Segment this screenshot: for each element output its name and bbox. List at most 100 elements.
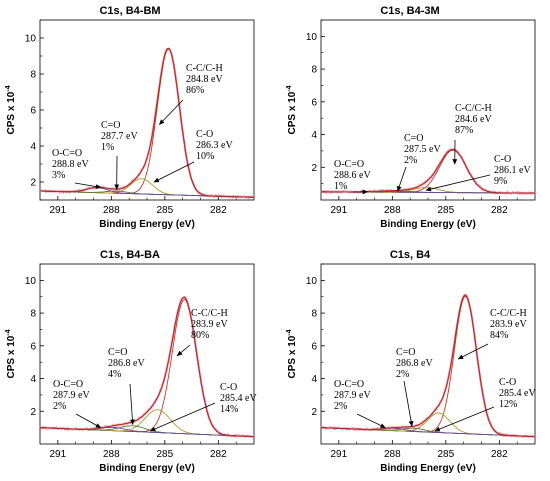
peak-energy: 286.3 eV (196, 140, 233, 151)
chart-panel-1: C1s, B4-BM 2 4 6 8 10 291 288 285 282 Binding Ener… (5, 5, 255, 230)
peak-energy: 285.4 eV (220, 393, 257, 404)
peak-name: C-O (494, 154, 511, 165)
envelope-line (39, 296, 254, 438)
peak-name: C=O (396, 347, 416, 358)
x-tick-label: 291 (330, 205, 347, 216)
annotation-arrow (149, 402, 216, 432)
peak-energy: 287.9 eV (53, 390, 90, 401)
y-axis-label-base: CPS x 10 (287, 335, 298, 378)
annotation-arrow (74, 182, 102, 189)
peak-percent: 12% (499, 399, 517, 410)
chart-panel-4: C1s, B4 2 4 6 8 10 291 288 285 282 Binding Energy … (286, 249, 536, 474)
peak-percent: 14% (220, 404, 238, 415)
y-tick-label: 8 (30, 70, 36, 81)
y-axis-label-exponent: -4 (286, 329, 293, 335)
x-tick-label: 291 (49, 449, 66, 460)
annotation-arrow (434, 406, 495, 432)
peak-energy: 286.8 eV (108, 358, 145, 369)
peak-energy: 283.9 eV (490, 319, 527, 330)
peak-name: C-C/C-H (186, 63, 223, 74)
x-axis-label: Binding Energy (eV) (380, 219, 476, 230)
y-axis-label-exponent: -4 (286, 85, 293, 91)
peak-energy: 286.8 eV (396, 358, 433, 369)
peak-energy: 287.7 eV (101, 131, 138, 142)
y-tick-label: 2 (30, 407, 36, 418)
peak-energy: 288.8 eV (52, 159, 89, 170)
peak-annotation: C=O 287.5 eV 2% (404, 133, 441, 166)
peak-energy: 286.1 eV (494, 165, 531, 176)
panel-title: C1s, B4-BM (99, 5, 160, 17)
y-axis-label-base: CPS x 10 (287, 91, 298, 134)
peak-annotation: O-C=O 288.8 eV 3% (52, 148, 89, 181)
peak-percent: 9% (494, 176, 507, 187)
y-tick-label: 10 (25, 34, 37, 45)
x-tick-label: 282 (210, 449, 227, 460)
peak-annotation: C-O 286.1 eV 9% (494, 154, 531, 187)
peak-energy: 287.5 eV (404, 144, 441, 155)
x-tick-label: 288 (384, 449, 401, 460)
chart-panel-2: C1s, B4-3M 2 4 6 8 10 291 288 285 282 Binding Ener… (286, 5, 536, 230)
y-tick-label: 4 (30, 142, 36, 153)
peak-percent: 10% (196, 151, 214, 162)
chart-panel-3: C1s, B4-BA 2 4 6 8 10 291 288 285 282 Binding Ener… (5, 249, 257, 474)
panel-title: C1s, B4 (390, 249, 431, 261)
peak-annotation: C-C/C-H 283.9 eV 80% (191, 308, 228, 341)
peak-percent: 4% (108, 369, 121, 380)
x-tick-label: 288 (384, 205, 401, 216)
x-tick-label: 285 (156, 449, 173, 460)
peak-annotation: O-C=O 287.9 eV 2% (53, 379, 90, 412)
peak-energy: 284.8 eV (186, 74, 223, 85)
y-axis-label-base: CPS x 10 (6, 335, 17, 378)
peak-annotation: O-C=O 288.6 eV 1% (334, 159, 371, 192)
peak-annotation: C-C/C-H 284.8 eV 86% (186, 63, 223, 96)
y-tick-label: 4 (311, 130, 317, 141)
y-tick-label: 6 (311, 97, 317, 108)
peak-name: C-C/C-H (490, 308, 527, 319)
x-tick-label: 282 (210, 205, 227, 216)
peak-percent: 87% (455, 125, 473, 136)
peak-energy: 283.9 eV (191, 319, 228, 330)
peak-energy: 288.6 eV (334, 170, 371, 181)
peak-percent: 86% (186, 85, 204, 96)
y-tick-label: 2 (30, 178, 36, 189)
peak-name: O-C=O (52, 148, 82, 159)
peak-energy: 287.9 eV (334, 390, 371, 401)
x-tick-label: 285 (437, 449, 454, 460)
annotation-arrow (75, 413, 102, 429)
peak-percent: 2% (404, 155, 417, 166)
annotation-arrow (153, 161, 195, 183)
x-axis-label: Binding Energy (eV) (99, 463, 195, 474)
peak-annotation: C-O 285.4 eV 12% (499, 377, 536, 410)
x-tick-label: 285 (156, 205, 173, 216)
peak-name: C-O (220, 382, 237, 393)
y-tick-label: 10 (306, 276, 318, 287)
annotation-arrow (176, 344, 191, 357)
x-tick-label: 291 (330, 449, 347, 460)
plot-frame (39, 263, 255, 445)
peak-percent: 84% (490, 330, 508, 341)
envelope-line (40, 47, 254, 198)
x-tick-label: 288 (103, 205, 120, 216)
peak-name: O-C=O (334, 159, 364, 170)
peak-name: C-O (499, 377, 516, 388)
peak-name: C=O (108, 347, 128, 358)
peak-annotation: C-O 285.4 eV 14% (220, 382, 257, 415)
peak-annotation: C-O 286.3 eV 10% (196, 129, 233, 162)
x-axis-label: Binding Energy (eV) (99, 219, 195, 230)
y-axis-label-exponent: -4 (5, 85, 12, 91)
y-tick-label: 10 (25, 276, 37, 287)
x-tick-label: 282 (491, 449, 508, 460)
y-axis-label: CPS x 10-4 (286, 85, 298, 134)
peak-percent: 2% (396, 369, 409, 380)
peak-annotation: C-C/C-H 284.6 eV 87% (455, 103, 492, 136)
y-tick-label: 6 (30, 341, 36, 352)
annotation-arrow (457, 343, 489, 360)
peak-percent: 3% (52, 170, 65, 181)
y-tick-label: 10 (306, 32, 318, 43)
peak-percent: 80% (191, 330, 209, 341)
peak-annotation: C=O 286.8 eV 2% (396, 347, 433, 380)
y-axis-label-exponent: -4 (5, 329, 12, 335)
peak-energy: 284.6 eV (455, 114, 492, 125)
annotation-arrow (403, 380, 414, 427)
